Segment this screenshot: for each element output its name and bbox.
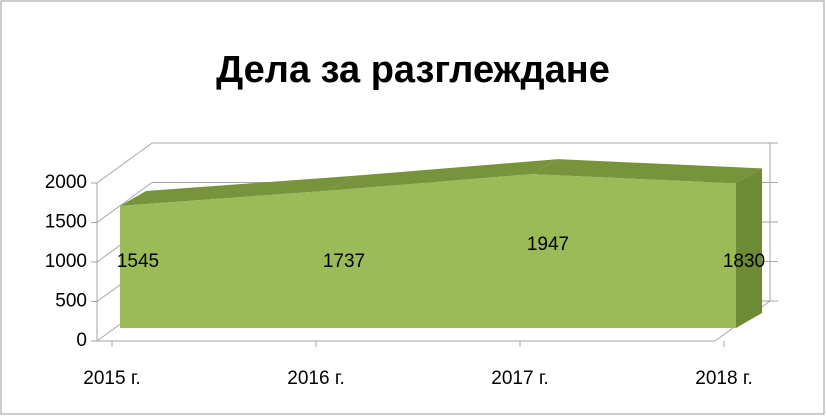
y-tick-label: 1000: [45, 251, 87, 272]
data-label: 1545: [117, 251, 159, 272]
y-tick-label: 0: [76, 330, 87, 351]
area-top-face: [328, 159, 558, 191]
grid-line-depth: [96, 142, 153, 184]
area-top-face: [532, 159, 762, 184]
x-tick-label: 2015 г.: [83, 368, 140, 389]
data-label: 1737: [323, 251, 365, 272]
data-label: 1830: [723, 251, 765, 272]
x-tick-label: 2017 г.: [491, 368, 548, 389]
area-top-face: [120, 175, 354, 206]
area-front-face: [120, 174, 736, 328]
x-tick-label: 2016 г.: [287, 368, 344, 389]
y-tick-label: 1500: [45, 212, 87, 233]
y-tick-label: 2000: [45, 172, 87, 193]
area-side-face: [736, 168, 762, 328]
y-tick-label: 500: [55, 291, 87, 312]
x-tick-label: 2018 г.: [695, 368, 752, 389]
grid-line-depth: [96, 182, 153, 223]
chart-title: Дела за разглеждане: [216, 49, 610, 91]
data-label: 1947: [527, 234, 569, 255]
